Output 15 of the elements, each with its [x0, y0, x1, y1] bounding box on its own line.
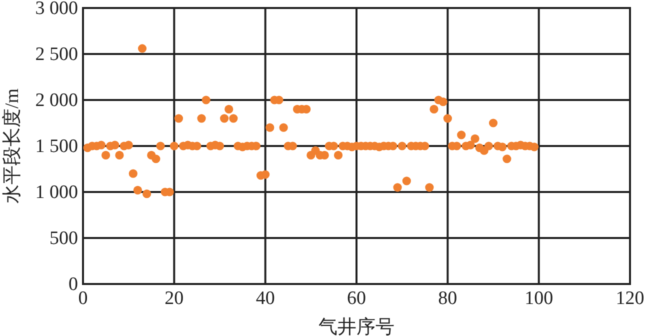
- y-tick-label: 3 000: [35, 0, 78, 19]
- y-tick-label: 1 500: [35, 136, 78, 157]
- x-axis-title: 气井序号: [318, 316, 394, 336]
- y-tick-label: 2 500: [35, 44, 78, 65]
- y-tick-label: 500: [50, 228, 78, 249]
- x-tick-label: 20: [164, 288, 184, 309]
- y-tick-label: 2 000: [35, 90, 78, 111]
- y-tick-label: 0: [68, 274, 78, 295]
- x-tick-label: 120: [616, 288, 644, 309]
- x-tick-label: 80: [438, 288, 458, 309]
- x-tick-label: 60: [347, 288, 366, 309]
- y-axis-title: 水平段长度/m: [1, 88, 23, 204]
- x-tick-label: 100: [524, 288, 554, 309]
- x-tick-label: 40: [256, 288, 275, 309]
- y-tick-label: 1 000: [35, 182, 78, 203]
